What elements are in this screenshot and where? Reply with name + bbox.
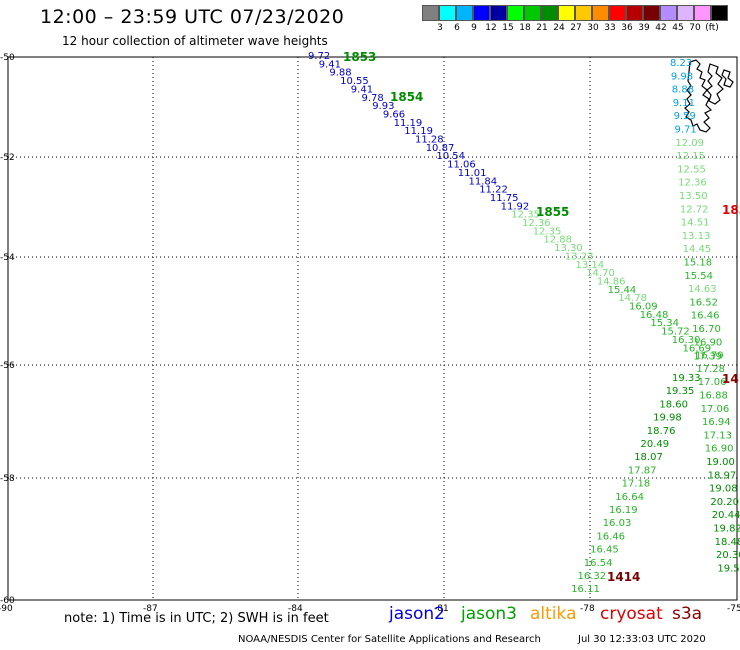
track-a-value: 16.45 <box>590 545 619 556</box>
track-a-value: 16.64 <box>615 492 644 503</box>
track-b-value: 19.00 <box>706 457 735 468</box>
footer-note: note: 1) Time is in UTC; 2) SWH is in fe… <box>64 611 329 626</box>
track-b-value: 8.23 <box>670 58 692 69</box>
track-a-value: 16.11 <box>571 584 600 595</box>
track-b-value: 16.88 <box>699 391 728 402</box>
generated-timestamp: Jul 30 12:33:03 UTC 2020 <box>578 634 706 645</box>
track-b-value: 9.71 <box>675 125 697 136</box>
track-b-value: 16.90 <box>705 444 734 455</box>
track-a-value: 18.76 <box>647 426 676 437</box>
satellite-cryosat: cryosat <box>600 604 663 624</box>
satellite-jason2: jason2 <box>389 604 445 624</box>
track-b-value: 12.55 <box>677 164 706 175</box>
track-a-value: 17.87 <box>628 465 657 476</box>
lat-label: -54 <box>0 253 15 263</box>
lon-label: -78 <box>580 604 595 614</box>
track-b-value: 17.28 <box>696 364 725 375</box>
track-b-value: 9.59 <box>674 111 696 122</box>
track-b-value: 16.52 <box>689 297 718 308</box>
track-a-value: 16.46 <box>596 531 625 542</box>
track-b-value: 14.51 <box>681 218 710 229</box>
track-b-value: 17.13 <box>703 430 732 441</box>
credit-line: NOAA/NESDIS Center for Satellite Applica… <box>238 634 541 645</box>
track-b-value: 18.97 <box>708 470 737 481</box>
lat-label: -56 <box>0 361 15 371</box>
satellite-jason3: jason3 <box>461 604 517 624</box>
track-a-value: 18.07 <box>634 452 663 463</box>
track-b-value: 15.18 <box>684 258 713 269</box>
map-grid: -50 -52 -54 -56 -58 -60-90 -87 -84 -81 -78 -75 <box>0 53 740 614</box>
track-a-value: 16.32 <box>578 571 607 582</box>
track-b-value: 16.90 <box>694 337 723 348</box>
track-b-observations: 8.23 9.98 8.88 9.11 9.59 9.71 12.09 12.15 12.55 1… <box>670 58 740 574</box>
track-b-value: 19.08 <box>709 484 738 495</box>
track-b-time: 185 <box>722 203 740 217</box>
pass-time: 1853 <box>343 50 376 64</box>
track-b-value: 12.72 <box>680 204 709 215</box>
pass-time: 1854 <box>390 90 423 104</box>
track-b-value: 12.15 <box>676 151 705 162</box>
track-b-value: 9.11 <box>673 98 695 109</box>
track-b-value: 16.46 <box>691 311 720 322</box>
track-b-value: 17.06 <box>701 404 730 415</box>
track-b-value: 8.88 <box>672 85 694 96</box>
track-b-value: 19.82 <box>713 524 740 535</box>
track-b-value: 19.58 <box>717 563 740 574</box>
pass-time: 1855 <box>536 205 569 219</box>
track-b-value: 16.94 <box>702 417 731 428</box>
lon-label: -90 <box>0 604 13 614</box>
track-a-value: 19.35 <box>666 386 695 397</box>
track-a-value: 16.19 <box>609 505 638 516</box>
track-b-value: 15.54 <box>684 271 713 282</box>
lat-label: -52 <box>0 153 15 163</box>
track-b-value: 20.20 <box>710 497 739 508</box>
track-b-value: 16.79 <box>695 351 724 362</box>
track-a-value: 16.54 <box>584 558 613 569</box>
track-a-value: 16.03 <box>603 518 632 529</box>
lat-label: -50 <box>0 53 15 63</box>
track-a-value: 20.49 <box>641 439 670 450</box>
satellite-altika: altika <box>530 604 577 624</box>
wave-height-map: -50-52-54-56-58-60-90-87-84-81-78-75 9.7… <box>0 0 740 650</box>
track-b-value: 14.63 <box>688 284 717 295</box>
track-b-value: 14.45 <box>683 244 712 255</box>
lat-label: -58 <box>0 474 15 484</box>
satellite-s3a: s3a <box>672 604 702 624</box>
track-b-value: 20.44 <box>712 510 740 521</box>
track-a-value: 17.18 <box>622 479 651 490</box>
track-b-value: 13.13 <box>682 231 711 242</box>
track-b-time: 141 <box>722 372 740 386</box>
track-b-value: 12.09 <box>675 138 704 149</box>
track-b-value: 20.30 <box>716 550 740 561</box>
track-b-value: 12.36 <box>678 178 707 189</box>
pass-time-labels: 1853 1854 1855 1414 <box>343 50 640 584</box>
track-b-value: 9.98 <box>671 71 693 82</box>
lon-label: -75 <box>727 604 740 614</box>
track-b-value: 16.70 <box>692 324 721 335</box>
track-b-value: 13.50 <box>679 191 708 202</box>
pass-end-time: 1414 <box>607 570 640 584</box>
track-b-value: 18.48 <box>715 537 740 548</box>
track-a-value: 19.98 <box>653 413 682 424</box>
track-a-value: 18.60 <box>659 399 688 410</box>
track-a-observations: 9.729.419.8810.559.419.789.939.6611.1911… <box>308 51 722 595</box>
